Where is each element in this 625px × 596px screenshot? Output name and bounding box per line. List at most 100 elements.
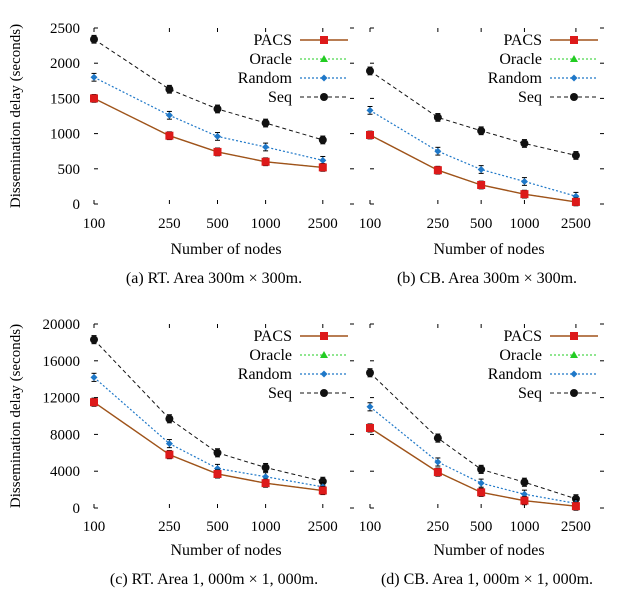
seq-marker	[90, 335, 98, 344]
legend-label: Oracle	[249, 51, 292, 68]
oracle-marker	[570, 351, 578, 358]
series-line-random	[369, 109, 577, 197]
legend-label: PACS	[253, 328, 292, 345]
y-tick-label: 2000	[50, 56, 80, 72]
seq-marker	[213, 448, 222, 457]
legend-label: PACS	[253, 32, 292, 49]
legend-label: Random	[238, 70, 293, 87]
random-marker	[477, 166, 485, 174]
y-tick-label: 0	[73, 197, 81, 213]
random-marker	[262, 473, 270, 481]
random-marker	[262, 143, 270, 151]
legend-label: PACS	[503, 328, 542, 345]
legend-label: Seq	[268, 89, 292, 106]
pacs-marker	[571, 502, 580, 511]
panel-caption: (b) CB. Area 300m × 300m.	[397, 270, 577, 287]
random-marker	[366, 106, 374, 114]
random-marker	[366, 403, 374, 411]
pacs-marker	[477, 488, 486, 497]
random-marker	[90, 373, 98, 381]
panel-caption: (d) CB. Area 1, 000m × 1, 000m.	[381, 571, 593, 588]
random-marker	[570, 370, 578, 378]
random-marker	[477, 479, 485, 487]
series-line-oracle	[369, 134, 576, 203]
chart-panel-1: 0 500 1000 1500 2000 2500 100 250 500 1000 2500 Num…	[50, 21, 354, 287]
pacs-marker	[366, 423, 374, 432]
pacs-marker	[433, 468, 442, 477]
x-tick-label: 500	[206, 519, 229, 535]
seq-marker	[213, 104, 222, 113]
x-tick-label: 250	[427, 519, 450, 535]
seq-marker	[320, 93, 328, 101]
random-marker	[434, 458, 442, 466]
seq-marker	[571, 151, 580, 160]
pacs-marker	[520, 190, 529, 199]
random-marker	[165, 111, 173, 119]
x-tick-label: 1000	[509, 519, 539, 535]
x-tick-label: 250	[427, 216, 450, 232]
legend-label: Random	[488, 366, 543, 383]
panel-caption: (c) RT. Area 1, 000m × 1, 000m.	[110, 571, 318, 588]
series-line-pacs	[369, 134, 577, 203]
y-axis-label: Dissemination delay (seconds)	[8, 24, 24, 208]
pacs-marker	[90, 94, 98, 103]
pacs-marker	[261, 479, 270, 488]
series-line-pacs	[93, 97, 323, 169]
seq-marker	[318, 477, 327, 486]
x-axis-label: Number of nodes	[170, 542, 281, 559]
x-axis-label: Number of nodes	[433, 241, 544, 258]
seq-marker	[320, 389, 328, 397]
legend-label: Oracle	[499, 51, 542, 68]
y-tick-label: 16000	[43, 354, 81, 370]
random-marker	[165, 440, 173, 448]
pacs-marker	[213, 147, 222, 156]
seq-marker	[366, 368, 374, 377]
legend-label: Seq	[518, 89, 542, 106]
series-line-seq	[369, 372, 577, 500]
x-tick-label: 100	[83, 519, 106, 535]
pacs-marker	[477, 180, 486, 189]
seq-marker	[477, 465, 486, 474]
legend-label: Seq	[518, 385, 542, 402]
legend-label: Oracle	[499, 347, 542, 364]
series-line-oracle	[369, 427, 576, 507]
x-tick-label: 100	[359, 519, 382, 535]
series-line-random	[369, 406, 577, 504]
seq-marker	[433, 434, 442, 443]
pacs-marker	[433, 166, 442, 175]
y-tick-label: 2500	[50, 21, 80, 37]
pacs-marker	[261, 157, 270, 166]
y-tick-label: 1000	[50, 127, 80, 143]
seq-marker	[570, 93, 578, 101]
random-marker	[319, 156, 327, 164]
x-tick-label: 250	[158, 216, 181, 232]
x-tick-label: 500	[206, 216, 229, 232]
x-tick-label: 1000	[251, 519, 281, 535]
seq-marker	[520, 478, 529, 487]
x-axis-label: Number of nodes	[433, 542, 544, 559]
pacs-marker	[520, 496, 529, 505]
y-tick-label: 20000	[43, 317, 81, 333]
y-tick-label: 500	[58, 162, 81, 178]
chart-panel-3: 0 4000 8000 12000 16000 20000 100 250 500 1000 250…	[43, 317, 354, 588]
pacs-marker	[213, 469, 222, 478]
x-axis-label: Number of nodes	[170, 241, 281, 258]
random-marker	[320, 74, 328, 82]
seq-marker	[318, 135, 327, 144]
oracle-marker	[320, 55, 328, 62]
seq-marker	[165, 414, 174, 423]
pacs-marker	[165, 131, 174, 140]
seq-marker	[165, 85, 174, 94]
y-tick-label: 0	[73, 501, 81, 517]
seq-marker	[261, 463, 270, 472]
series-line-oracle	[93, 97, 323, 168]
x-tick-label: 2500	[308, 216, 338, 232]
pacs-marker	[318, 163, 327, 172]
y-tick-label: 1500	[50, 91, 80, 107]
seq-marker	[90, 35, 98, 44]
random-marker	[570, 74, 578, 82]
seq-marker	[477, 126, 486, 135]
legend-label: PACS	[503, 32, 542, 49]
pacs-marker	[571, 197, 580, 206]
y-tick-label: 12000	[43, 391, 81, 407]
